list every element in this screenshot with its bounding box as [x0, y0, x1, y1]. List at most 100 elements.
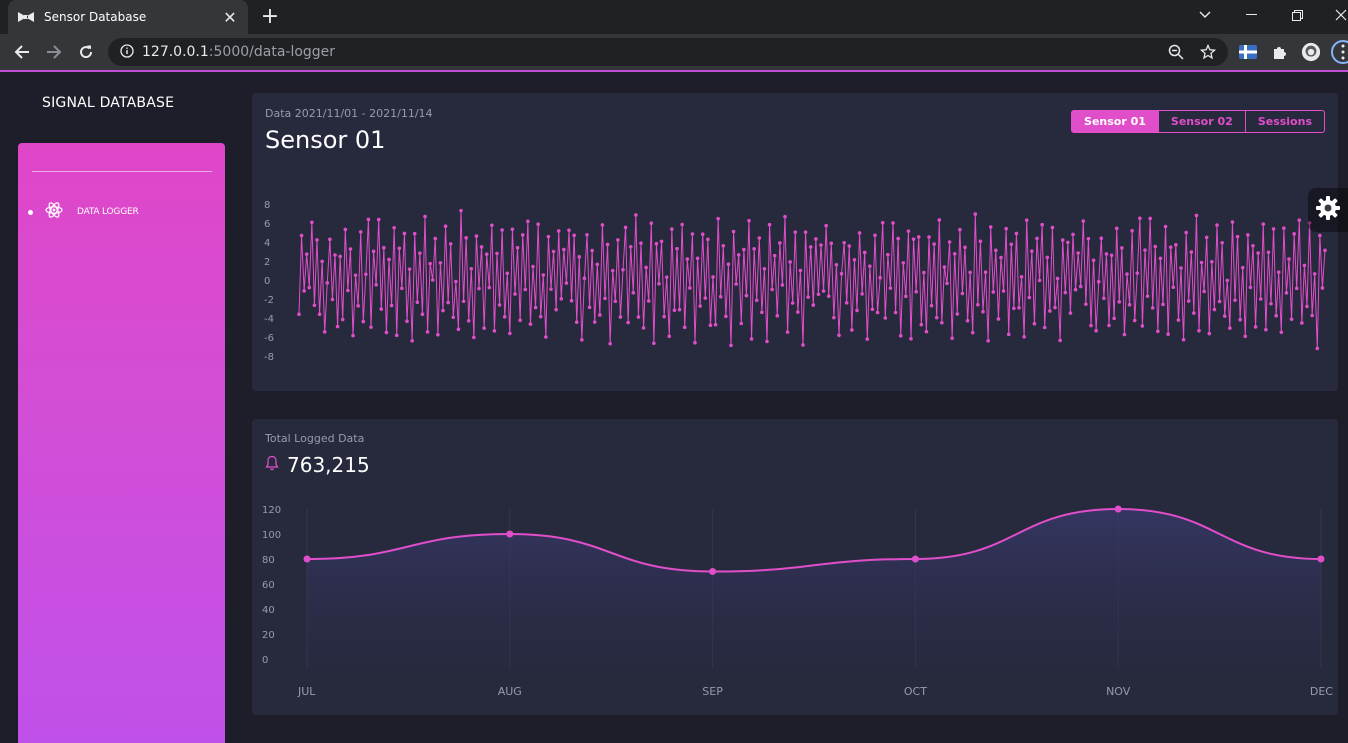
data-point: [397, 246, 402, 251]
data-point: [1156, 329, 1160, 334]
data-point: [415, 300, 420, 305]
extensions-puzzle-icon[interactable]: [1270, 42, 1290, 62]
y-tick-label: 2: [264, 257, 270, 268]
monthly-area-chart: 120 100 80 60 40 20 0 JUL AUG SEP OCT NOV DEC: [262, 505, 1333, 698]
data-point: [955, 312, 960, 316]
data-point: [855, 308, 859, 313]
data-point: [333, 253, 337, 257]
settings-gear-button[interactable]: [1308, 188, 1348, 232]
data-point: [1032, 321, 1037, 326]
data-point: [929, 303, 934, 308]
data-point: [567, 228, 571, 233]
data-point: [703, 296, 708, 300]
bookmark-star-icon[interactable]: [1198, 42, 1218, 62]
data-point: [1058, 338, 1062, 343]
data-point: [983, 270, 988, 275]
sidebar-item-data-logger[interactable]: DATA LOGGER: [28, 201, 218, 223]
data-point: [618, 315, 623, 319]
data-point: [1217, 299, 1222, 304]
data-point: [1122, 332, 1127, 337]
app: SIGNAL DATABASE DATA LOGGER Data 2021/11…: [0, 72, 1348, 743]
data-point: [1310, 313, 1314, 318]
data-point: [793, 230, 798, 234]
data-point: [749, 337, 754, 341]
data-point: [382, 245, 386, 250]
new-tab-icon[interactable]: +: [260, 4, 280, 29]
data-point: [886, 252, 890, 257]
restore-icon[interactable]: [1274, 0, 1320, 30]
data-point: [819, 243, 823, 247]
data-point: [366, 217, 371, 222]
data-point: [837, 333, 841, 338]
close-tab-icon[interactable]: ✕: [223, 7, 237, 27]
data-point: [418, 251, 422, 256]
data-point: [829, 241, 834, 246]
browser-tab[interactable]: Sensor Database ✕: [8, 0, 248, 34]
data-point: [317, 312, 322, 316]
data-point: [873, 233, 877, 238]
browser-menu-icon[interactable]: [1330, 40, 1348, 64]
minimize-icon[interactable]: [1228, 0, 1274, 30]
data-point: [364, 272, 368, 277]
data-point: [492, 329, 497, 333]
site-info-icon[interactable]: [120, 43, 134, 62]
address-bar[interactable]: 127.0.0.1:5000/data-logger: [108, 38, 1228, 66]
data-point: [1302, 263, 1307, 268]
data-point: [664, 275, 669, 279]
tab-search-icon[interactable]: [1182, 0, 1228, 30]
data-point: [685, 257, 690, 261]
x-tick-label: OCT: [904, 685, 927, 698]
data-point: [888, 286, 893, 290]
data-point: [801, 343, 805, 347]
data-point: [916, 235, 921, 239]
data-point: [577, 255, 582, 259]
data-point: [315, 238, 319, 242]
data-point: [613, 299, 618, 304]
data-point: [834, 263, 839, 267]
data-point: [1184, 230, 1188, 235]
profile-avatar[interactable]: [1301, 42, 1321, 62]
data-point: [847, 244, 852, 248]
data-point: [544, 335, 548, 339]
close-window-icon[interactable]: [1318, 0, 1348, 30]
data-point: [1294, 286, 1299, 291]
y-tick-label: -6: [264, 333, 274, 344]
data-point: [1109, 253, 1114, 258]
data-point: [1287, 257, 1291, 261]
data-point: [1050, 225, 1055, 230]
data-point: [459, 208, 463, 213]
data-point: [361, 319, 366, 324]
data-point: [960, 291, 965, 296]
zoom-icon[interactable]: [1166, 42, 1186, 62]
data-point: [482, 326, 486, 330]
data-point: [1102, 296, 1106, 301]
data-point: [454, 279, 458, 284]
data-point: [1037, 278, 1042, 283]
data-point: [862, 250, 867, 255]
sensor-line-chart: 8 6 4 2 0 -2 -4 -6 -8: [264, 200, 1327, 363]
data-point: [551, 249, 556, 254]
data-point: [320, 259, 324, 264]
data-point: [1042, 325, 1047, 330]
sensor-selector: Sensor 01 Sensor 02 Sessions: [1071, 110, 1325, 133]
accent-divider: [0, 70, 1348, 72]
forward-icon[interactable]: [44, 42, 64, 62]
data-point: [1055, 276, 1060, 281]
data-point: [958, 227, 962, 232]
data-point: [994, 248, 998, 253]
tab-title: Sensor Database: [44, 10, 147, 24]
back-icon[interactable]: [12, 42, 32, 62]
data-point: [911, 237, 916, 241]
y-tick-label: 4: [264, 238, 270, 249]
url-host: 127.0.0.1: [142, 44, 209, 60]
sensor-01-button[interactable]: Sensor 01: [1071, 110, 1159, 133]
data-point: [538, 314, 543, 319]
data-point: [690, 232, 695, 236]
sessions-button[interactable]: Sessions: [1244, 110, 1325, 133]
data-point: [868, 264, 872, 268]
data-point: [448, 242, 453, 246]
data-point: [420, 312, 425, 316]
extension-flag-icon[interactable]: [1238, 42, 1258, 62]
data-point: [387, 257, 391, 262]
reload-icon[interactable]: [76, 42, 96, 62]
